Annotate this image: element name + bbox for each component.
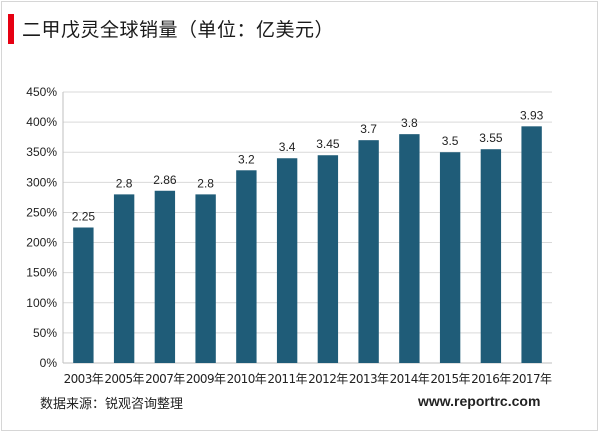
bar (73, 227, 94, 363)
data-label: 2.25 (72, 210, 96, 224)
title-accent-bar (8, 14, 14, 44)
data-label: 2.8 (116, 176, 133, 190)
y-tick-label: 100% (26, 296, 57, 310)
bar (236, 170, 257, 363)
data-label: 3.93 (520, 108, 544, 122)
data-source: 数据来源：锐观咨询整理 (40, 397, 184, 412)
x-tick-label: 2009年 (186, 372, 226, 385)
x-tick-label: 2011年 (267, 372, 307, 385)
x-tick-label: 2013年 (349, 372, 389, 385)
data-label: 3.45 (316, 137, 340, 151)
y-tick-label: 200% (26, 236, 57, 250)
y-tick-label: 450% (26, 85, 57, 99)
y-tick-label: 300% (26, 175, 57, 189)
bar (439, 152, 461, 363)
data-label: 3.4 (279, 140, 296, 154)
plot-panel: 0% 50% 100% 150% 200% 250% 300% 350% 400% 450% 2.2… (12, 64, 590, 385)
chart-title: 二甲戊灵全球销量（单位：亿美元） (22, 19, 335, 41)
x-tick-label: 2016年 (471, 372, 511, 385)
bar (276, 158, 298, 363)
data-label: 2.86 (153, 173, 177, 187)
x-tick-label: 2007年 (145, 372, 185, 385)
x-tick-label: 2015年 (430, 372, 470, 385)
data-label: 3.2 (238, 152, 255, 166)
bar (480, 149, 502, 363)
x-tick-label: 2017年 (512, 372, 552, 385)
bar (358, 140, 379, 363)
x-tick-label: 2012年 (308, 372, 348, 385)
bar (399, 134, 420, 363)
website-label: www.reportrc.com (418, 393, 541, 409)
x-tick-label: 2010年 (227, 372, 267, 385)
bar (154, 190, 176, 363)
bar (113, 194, 135, 363)
y-tick-label: 250% (26, 205, 57, 219)
y-tick-label: 0% (40, 356, 58, 370)
data-label: 3.7 (360, 122, 377, 136)
data-label: 3.5 (442, 134, 459, 148)
x-tick-label: 2003年 (64, 372, 104, 385)
y-tick-label: 50% (33, 326, 57, 340)
y-tick-label: 150% (26, 266, 57, 280)
x-tick-label: 2005年 (104, 372, 144, 385)
bar (317, 155, 339, 363)
data-label: 2.8 (197, 176, 214, 190)
y-tick-label: 350% (26, 145, 57, 159)
bar (521, 126, 542, 364)
y-tick-label: 400% (26, 115, 57, 129)
bar (195, 194, 216, 363)
bar-chart: 0% 50% 100% 150% 200% 250% 300% 350% 400% 450% 2.2… (26, 85, 552, 385)
data-label: 3.8 (401, 116, 418, 130)
data-label: 3.55 (479, 131, 503, 145)
x-tick-label: 2014年 (390, 372, 430, 385)
